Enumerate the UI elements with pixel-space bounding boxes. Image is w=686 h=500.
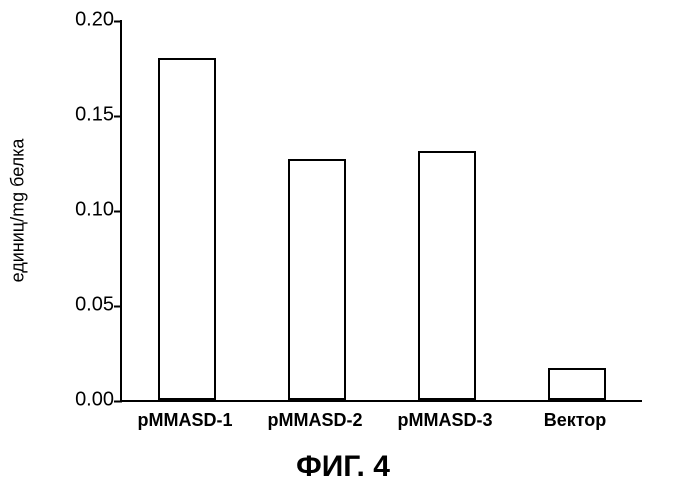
bar xyxy=(288,159,347,400)
y-tick-label: 0.05 xyxy=(75,294,114,316)
y-tick-label: 0.00 xyxy=(75,389,114,411)
y-tick-label: 0.20 xyxy=(75,9,114,31)
y-axis-label-container: единиц/mg белка xyxy=(8,0,28,420)
x-tick-label: pMMASD-1 xyxy=(120,410,250,431)
y-tick: 0.10 xyxy=(52,199,114,222)
x-tick-label: Вектор xyxy=(510,410,640,431)
figure-caption: ФИГ. 4 xyxy=(0,450,686,484)
y-tick-label: 0.15 xyxy=(75,104,114,126)
x-tick-label: pMMASD-2 xyxy=(250,410,380,431)
y-tick: 0.00 xyxy=(52,389,114,412)
y-tick: 0.15 xyxy=(52,104,114,127)
bar xyxy=(158,58,217,400)
y-tick-label: 0.10 xyxy=(75,199,114,221)
figure: единиц/mg белка 0.000.050.100.150.20 ФИГ… xyxy=(0,0,686,500)
y-axis-label: единиц/mg белка xyxy=(8,138,29,282)
y-tick: 0.05 xyxy=(52,294,114,317)
plot-area: 0.000.050.100.150.20 xyxy=(120,20,642,402)
y-tick: 0.20 xyxy=(52,9,114,32)
bar xyxy=(548,368,607,400)
bar xyxy=(418,151,477,400)
x-tick-label: pMMASD-3 xyxy=(380,410,510,431)
